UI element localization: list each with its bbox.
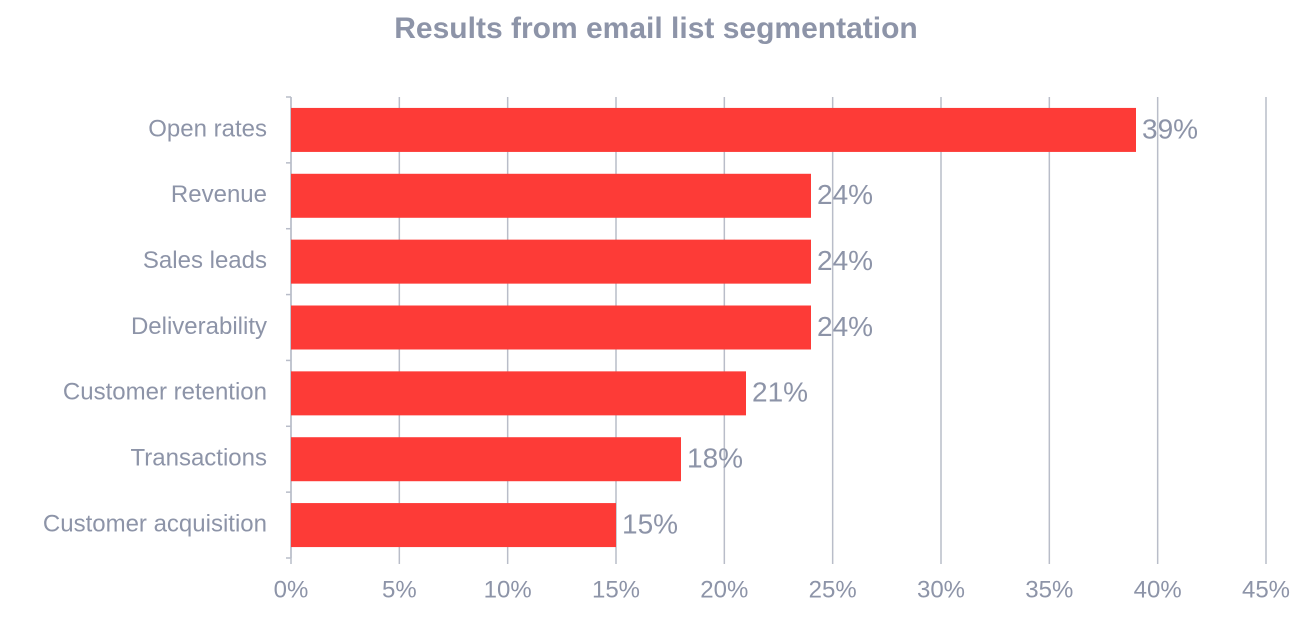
x-tick-label: 5%	[382, 576, 417, 603]
x-tick-label: 30%	[917, 576, 965, 603]
x-tick-label: 35%	[1025, 576, 1073, 603]
x-tick-label: 10%	[484, 576, 532, 603]
value-label: 24%	[817, 245, 873, 276]
value-label: 18%	[687, 443, 743, 474]
value-label: 21%	[752, 377, 808, 408]
x-tick-label: 25%	[809, 576, 857, 603]
x-tick-label: 0%	[274, 576, 309, 603]
y-tick-label: Revenue	[171, 181, 267, 208]
chart-title: Results from email list segmentation	[394, 12, 917, 45]
bar	[291, 173, 811, 218]
x-tick-label: 45%	[1242, 576, 1290, 603]
x-tick-label: 40%	[1134, 576, 1182, 603]
bar	[291, 305, 811, 350]
x-tick-label: 20%	[700, 576, 748, 603]
value-label: 24%	[817, 179, 873, 210]
y-tick-label: Transactions	[131, 445, 268, 472]
y-tick-label: Deliverability	[131, 313, 267, 340]
y-tick-label: Sales leads	[143, 247, 267, 274]
bar	[291, 239, 811, 284]
bar	[291, 107, 1136, 152]
value-label: 15%	[622, 508, 678, 539]
y-tick-label: Customer acquisition	[43, 510, 267, 537]
value-label: 24%	[817, 311, 873, 342]
bar	[291, 503, 616, 548]
bar	[291, 371, 746, 416]
x-tick-label: 15%	[592, 576, 640, 603]
y-tick-label: Open rates	[148, 115, 267, 142]
value-label: 39%	[1142, 113, 1198, 144]
bar	[291, 437, 681, 482]
y-tick-label: Customer retention	[63, 379, 267, 406]
